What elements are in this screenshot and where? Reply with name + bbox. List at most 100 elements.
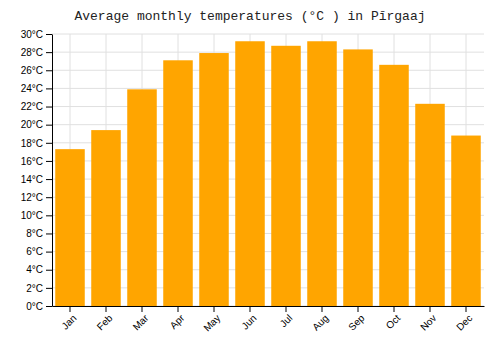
tick: Mar: [131, 306, 151, 332]
tick: Oct: [384, 306, 403, 331]
tick-label: Mar: [131, 312, 151, 332]
bar: [127, 89, 157, 306]
tick-mark: [46, 107, 52, 108]
tick-label: Oct: [384, 312, 403, 331]
bar: [55, 149, 85, 306]
tick: May: [201, 306, 222, 334]
tick: 30°C: [21, 29, 52, 40]
tick-label: May: [201, 312, 222, 333]
title: Average monthly temperatures (°C ) in Pī…: [74, 9, 425, 24]
tick: 14°C: [21, 174, 52, 185]
tick-mark: [46, 215, 52, 216]
bar: [451, 136, 481, 306]
bar: [91, 130, 121, 306]
tick-mark: [106, 306, 107, 312]
tick-mark: [46, 34, 52, 35]
bar: [163, 60, 193, 306]
tick: 16°C: [21, 156, 52, 167]
tick: Jun: [239, 306, 258, 332]
tick-mark: [250, 306, 251, 312]
tick: 18°C: [21, 138, 52, 149]
plot: 0°C 2°C 4°C 6°C 8°C 10°C 12°C 14°C 16°C 18°C 20°C 2…: [21, 29, 485, 334]
tick: Sep: [346, 306, 367, 333]
tick: 28°C: [21, 47, 52, 58]
tick-label: Apr: [168, 312, 187, 331]
tick-label: 10°C: [21, 210, 43, 221]
tick-label: 20°C: [21, 119, 43, 130]
tick: 2°C: [26, 283, 52, 294]
tick-label: Nov: [418, 312, 438, 332]
tick: Dec: [454, 306, 474, 333]
bar: [307, 41, 337, 306]
tick-label: 28°C: [21, 47, 43, 58]
tick-label: 12°C: [21, 192, 43, 203]
tick-label: 4°C: [26, 264, 43, 275]
bar: [415, 104, 445, 306]
tick: 6°C: [26, 246, 52, 257]
tick-label: 0°C: [26, 301, 43, 312]
tick-mark: [322, 306, 323, 312]
tick-mark: [46, 88, 52, 89]
bar: [235, 41, 265, 306]
tick-mark: [46, 70, 52, 71]
tick-mark: [358, 306, 359, 312]
tick-mark: [214, 306, 215, 312]
tick: Aug: [310, 306, 330, 333]
tick-label: Jun: [239, 312, 258, 331]
bar: [199, 53, 229, 306]
tick: 4°C: [26, 264, 52, 275]
grid-line: [52, 34, 484, 35]
tick-mark: [178, 306, 179, 312]
tick-label: 22°C: [21, 101, 43, 112]
tick: Nov: [418, 306, 438, 333]
tick: 12°C: [21, 192, 52, 203]
tick-mark: [466, 306, 467, 312]
tick-mark: [46, 252, 52, 253]
tick-label: 8°C: [26, 228, 43, 239]
y-axis: 0°C 2°C 4°C 6°C 8°C 10°C 12°C 14°C 16°C 18°C 20°C 2…: [21, 29, 53, 312]
tick-mark: [46, 125, 52, 126]
tick-label: 24°C: [21, 83, 43, 94]
tick: 26°C: [21, 65, 52, 76]
tick: Jan: [59, 306, 78, 332]
tick-mark: [142, 306, 143, 312]
chart: Average monthly temperatures (°C ) in Pī…: [0, 0, 500, 350]
axis-line: [53, 306, 485, 307]
tick-mark: [286, 306, 287, 312]
tick-mark: [46, 161, 52, 162]
tick: Feb: [95, 306, 115, 332]
tick-mark: [46, 306, 52, 307]
bar: [343, 49, 373, 306]
tick-mark: [46, 288, 52, 289]
tick-label: 6°C: [26, 246, 43, 257]
tick-mark: [430, 306, 431, 312]
tick-mark: [46, 179, 52, 180]
tick-mark: [394, 306, 395, 312]
x-axis: Jan Feb Mar Apr May Jun Jul Aug Sep Oct Nov Dec: [53, 306, 485, 334]
tick-label: 26°C: [21, 65, 43, 76]
tick-label: Jan: [59, 312, 78, 331]
tick-label: 16°C: [21, 156, 43, 167]
grid-line: [52, 70, 484, 71]
tick: 8°C: [26, 228, 52, 239]
tick: Apr: [168, 306, 187, 331]
tick-mark: [46, 233, 52, 234]
tick-mark: [46, 270, 52, 271]
tick: 22°C: [21, 101, 52, 112]
bar: [271, 46, 301, 306]
tick: 10°C: [21, 210, 52, 221]
axis-line: [52, 35, 53, 307]
bar: [379, 65, 409, 306]
tick-mark: [46, 197, 52, 198]
tick: 20°C: [21, 119, 52, 130]
tick-label: 18°C: [21, 138, 43, 149]
tick-mark: [70, 306, 71, 312]
tick-label: 14°C: [21, 174, 43, 185]
tick-mark: [46, 143, 52, 144]
grid-line: [52, 52, 484, 53]
tick-label: Sep: [346, 312, 367, 333]
tick-label: 30°C: [21, 29, 43, 40]
tick: 0°C: [26, 301, 52, 312]
tick: Jul: [278, 306, 295, 329]
bars: [55, 41, 481, 306]
